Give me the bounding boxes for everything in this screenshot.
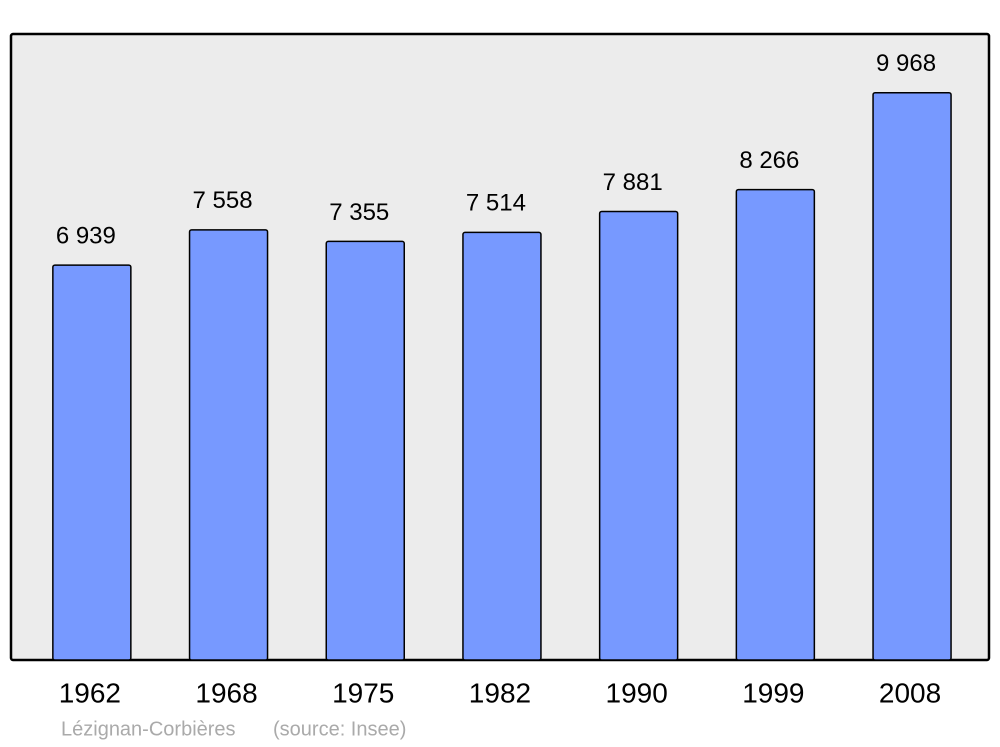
bar — [598, 210, 679, 661]
bar — [872, 91, 952, 661]
bar — [188, 229, 269, 661]
x-tick-label: 2008 — [879, 677, 941, 708]
x-tick-label: 1968 — [195, 677, 257, 708]
bar — [735, 188, 816, 661]
x-tick-label: 1990 — [606, 677, 668, 708]
x-tick-label: 1999 — [742, 677, 804, 708]
source-note: (source: Insee) — [273, 718, 406, 740]
x-tick-label: 1982 — [469, 677, 531, 708]
bar — [52, 264, 132, 661]
value-label: 6 939 — [56, 222, 116, 249]
chart-title: Lézignan-Corbières — [61, 718, 236, 740]
value-label: 9 968 — [876, 50, 936, 77]
value-label: 8 266 — [739, 147, 799, 174]
x-tick-label: 1962 — [59, 677, 121, 708]
value-label: 7 881 — [603, 169, 663, 196]
x-tick-label: 1975 — [332, 677, 394, 708]
bar — [325, 240, 405, 661]
value-label: 7 558 — [193, 187, 253, 214]
bar — [462, 231, 542, 661]
value-label: 7 514 — [466, 190, 526, 217]
value-label: 7 355 — [329, 199, 389, 226]
